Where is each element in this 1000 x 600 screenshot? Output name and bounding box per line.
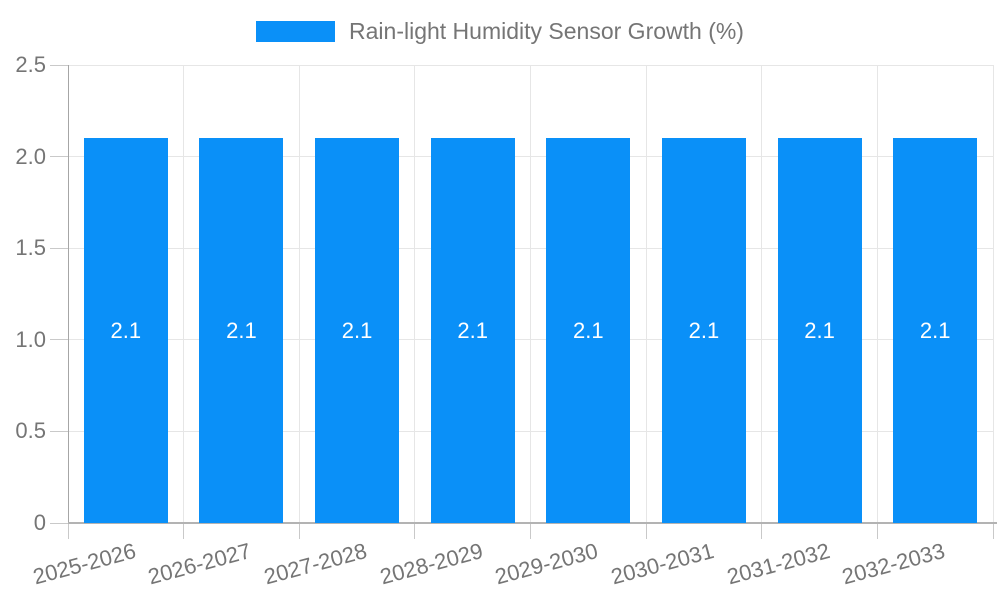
x-axis-tick bbox=[298, 523, 300, 539]
y-axis-tick-label: 1.0 bbox=[15, 326, 46, 352]
gridline-vertical bbox=[761, 65, 763, 523]
bar-value-label: 2.1 bbox=[804, 317, 835, 343]
legend-label: Rain-light Humidity Sensor Growth (%) bbox=[349, 18, 744, 44]
y-axis-tick-label: 0.5 bbox=[15, 418, 46, 444]
bar-value-label: 2.1 bbox=[341, 317, 373, 343]
bar bbox=[777, 138, 862, 523]
bar-value-label: 2.1 bbox=[226, 317, 257, 343]
gridline-vertical bbox=[298, 65, 300, 523]
bar bbox=[315, 138, 400, 523]
x-axis-tick bbox=[530, 523, 531, 539]
y-axis-tick bbox=[50, 339, 68, 341]
y-axis-tick-label: 2.5 bbox=[15, 52, 46, 77]
bar-value-label: 2.1 bbox=[573, 317, 604, 343]
bar bbox=[83, 138, 168, 523]
x-axis-line bbox=[68, 522, 997, 524]
y-axis-tick-label: 1.5 bbox=[15, 235, 46, 261]
gridline-vertical bbox=[414, 65, 416, 523]
bar-value-label: 2.1 bbox=[110, 317, 142, 343]
x-axis-tick bbox=[876, 523, 878, 539]
y-axis-line bbox=[67, 65, 69, 523]
gridline-vertical bbox=[876, 65, 878, 523]
bar bbox=[546, 138, 631, 523]
gridline-vertical bbox=[530, 65, 531, 523]
y-axis-tick bbox=[50, 430, 68, 432]
x-axis-tick bbox=[992, 523, 994, 539]
y-axis-tick-label: 2.0 bbox=[15, 143, 46, 169]
x-axis-tick bbox=[761, 523, 763, 539]
bar-value-label: 2.1 bbox=[457, 317, 488, 343]
y-axis-tick bbox=[50, 156, 68, 158]
bar-value-label: 2.1 bbox=[919, 317, 951, 343]
y-axis-tick bbox=[50, 64, 68, 66]
gridline-vertical bbox=[992, 65, 994, 523]
x-axis-tick bbox=[67, 523, 69, 539]
gridline-vertical bbox=[645, 65, 647, 523]
bar bbox=[199, 138, 284, 523]
x-axis-tick bbox=[414, 523, 416, 539]
y-axis-tick bbox=[50, 522, 68, 524]
x-axis-tick bbox=[183, 523, 185, 539]
legend-swatch bbox=[256, 21, 336, 42]
bar-value-label: 2.1 bbox=[688, 317, 720, 343]
gridline-vertical bbox=[183, 65, 185, 523]
y-axis-tick-label: 0 bbox=[33, 510, 46, 535]
y-axis-tick bbox=[50, 247, 68, 249]
x-axis-tick bbox=[645, 523, 647, 539]
bar bbox=[430, 138, 515, 523]
chart-legend: Rain-light Humidity Sensor Growth (%) bbox=[0, 18, 1000, 45]
bar bbox=[893, 138, 978, 523]
bar bbox=[661, 138, 746, 523]
